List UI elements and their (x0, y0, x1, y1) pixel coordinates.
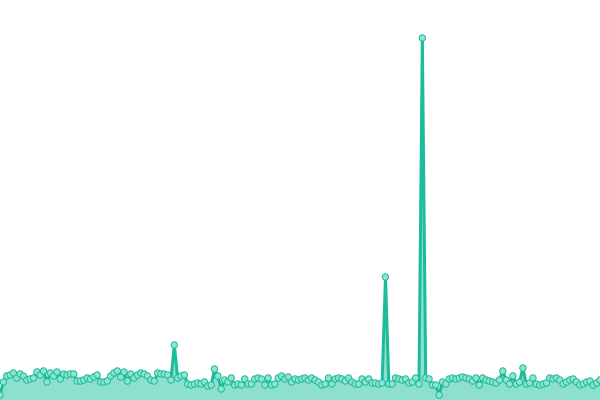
data-point (284, 373, 292, 381)
data-point (227, 374, 235, 382)
data-point (113, 367, 122, 375)
data-point (150, 377, 158, 385)
data-point (247, 380, 256, 388)
data-point (378, 379, 386, 387)
data-point (388, 380, 396, 388)
data-point (214, 372, 222, 380)
data-point (432, 381, 440, 389)
data-point (0, 378, 8, 386)
data-point (328, 380, 336, 388)
data-point (354, 380, 363, 388)
data-point (542, 379, 551, 387)
data-point (217, 385, 225, 393)
data-point (237, 381, 246, 389)
data-point (381, 273, 390, 281)
data-point (515, 378, 524, 386)
data-point (505, 380, 514, 388)
area-fill (0, 38, 600, 400)
data-point (56, 375, 65, 383)
data-point (0, 391, 4, 399)
data-point (418, 34, 427, 42)
data-point (442, 380, 450, 388)
data-point (271, 380, 279, 388)
data-point (495, 376, 504, 384)
data-point (170, 341, 179, 349)
data-point (261, 381, 269, 389)
data-point (29, 374, 38, 382)
data-point (39, 367, 48, 375)
data-point (475, 381, 484, 389)
data-point (509, 372, 517, 380)
data-point (472, 374, 480, 382)
data-point (415, 380, 423, 388)
data-point (93, 371, 101, 379)
data-point (264, 374, 272, 382)
data-point (425, 375, 433, 383)
data-point (116, 373, 125, 381)
data-point (411, 374, 420, 382)
data-point (321, 380, 329, 388)
data-point (207, 381, 215, 389)
data-point (43, 378, 51, 386)
data-point (103, 377, 111, 385)
data-point (499, 367, 507, 375)
data-point (519, 364, 527, 372)
data-point (167, 376, 175, 384)
data-point (435, 391, 443, 399)
data-points (0, 34, 600, 399)
data-point (324, 374, 333, 382)
data-point (70, 370, 78, 378)
data-point (120, 368, 128, 376)
data-point (53, 368, 61, 376)
data-point (240, 375, 249, 383)
data-point (257, 375, 266, 383)
data-point (210, 365, 219, 373)
data-point (163, 371, 172, 379)
data-point (529, 374, 537, 382)
series-line (0, 36, 600, 397)
data-point (180, 371, 189, 379)
data-point (123, 377, 132, 385)
